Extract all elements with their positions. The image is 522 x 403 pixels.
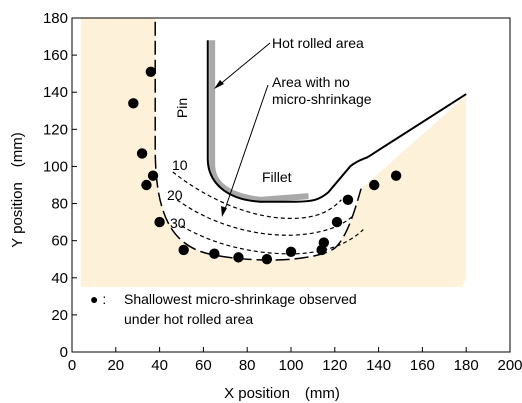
contour-30-label: 30 <box>170 215 186 231</box>
data-point <box>285 246 297 257</box>
fillet-label: Fillet <box>262 169 292 185</box>
data-point <box>141 179 152 191</box>
y-tick-label: 60 <box>51 233 68 250</box>
contour-10-label: 10 <box>172 157 188 173</box>
data-point <box>261 254 273 265</box>
x-tick-label: 60 <box>195 357 212 374</box>
y-tick-label: 140 <box>43 84 68 101</box>
casting-outline <box>206 40 467 203</box>
hot-rolled-leader <box>217 42 271 87</box>
x-tick-label: 120 <box>322 357 347 374</box>
y-tick-label: 80 <box>51 196 68 213</box>
data-point <box>128 98 139 109</box>
data-point <box>147 170 159 181</box>
data-point <box>390 170 402 181</box>
hot-rolled-band <box>209 40 309 203</box>
x-axis-title: X position (mm) <box>224 385 340 402</box>
y-tick-label: 100 <box>43 158 68 175</box>
legend-marker: ● : <box>90 291 106 307</box>
data-point <box>145 66 157 78</box>
x-tick-label: 100 <box>278 357 303 374</box>
no-microshrinkage-label-line1: Area with no <box>272 74 350 90</box>
y-tick-label: 160 <box>43 47 68 64</box>
contour-20-line <box>176 199 353 236</box>
x-tick-label: 200 <box>497 357 522 374</box>
no-microshrinkage-region <box>155 18 467 261</box>
contour-20-label: 20 <box>167 187 183 203</box>
data-point <box>136 148 148 159</box>
x-tick-label: 20 <box>107 357 124 374</box>
x-tick-label: 140 <box>366 357 391 374</box>
x-ticks: 0 20 40 60 80 100 120 140 160 180 200 <box>68 347 522 374</box>
hot-rolled-label: Hot rolled area <box>272 35 364 51</box>
y-ticks: 0 20 40 60 80 100 120 140 160 180 <box>43 10 77 361</box>
data-points <box>128 66 402 265</box>
y-tick-label: 0 <box>60 344 68 361</box>
x-tick-label: 40 <box>151 357 168 374</box>
y-tick-label: 40 <box>51 270 68 287</box>
data-point <box>331 216 343 228</box>
data-point <box>369 179 380 191</box>
x-tick-label: 180 <box>454 357 479 374</box>
no-microshrinkage-leader <box>223 84 269 213</box>
pin-label: Pin <box>174 98 190 118</box>
data-point <box>342 194 354 206</box>
y-axis-title: Y position (mm) <box>9 132 26 248</box>
data-point <box>154 216 165 228</box>
x-tick-label: 160 <box>410 357 435 374</box>
data-point <box>209 248 220 259</box>
legend-line1: Shallowest micro-shrinkage observed <box>124 291 357 307</box>
microshrinkage-boundary-line <box>154 21 362 261</box>
x-tick-label: 0 <box>68 357 76 374</box>
y-tick-label: 120 <box>43 121 68 138</box>
y-tick-label: 20 <box>51 307 68 324</box>
y-tick-label: 180 <box>43 10 68 27</box>
contour-10-line <box>172 171 342 220</box>
no-microshrinkage-arrowhead <box>221 206 227 217</box>
data-point <box>318 237 330 248</box>
hot-rolled-arrowhead <box>214 80 224 89</box>
data-point <box>178 244 189 256</box>
x-tick-label: 80 <box>239 357 256 374</box>
no-microshrinkage-label-line2: micro-shrinkage <box>272 91 372 107</box>
legend-line2: under hot rolled area <box>124 311 253 327</box>
data-point <box>233 252 244 263</box>
contour-30-line <box>181 225 364 255</box>
